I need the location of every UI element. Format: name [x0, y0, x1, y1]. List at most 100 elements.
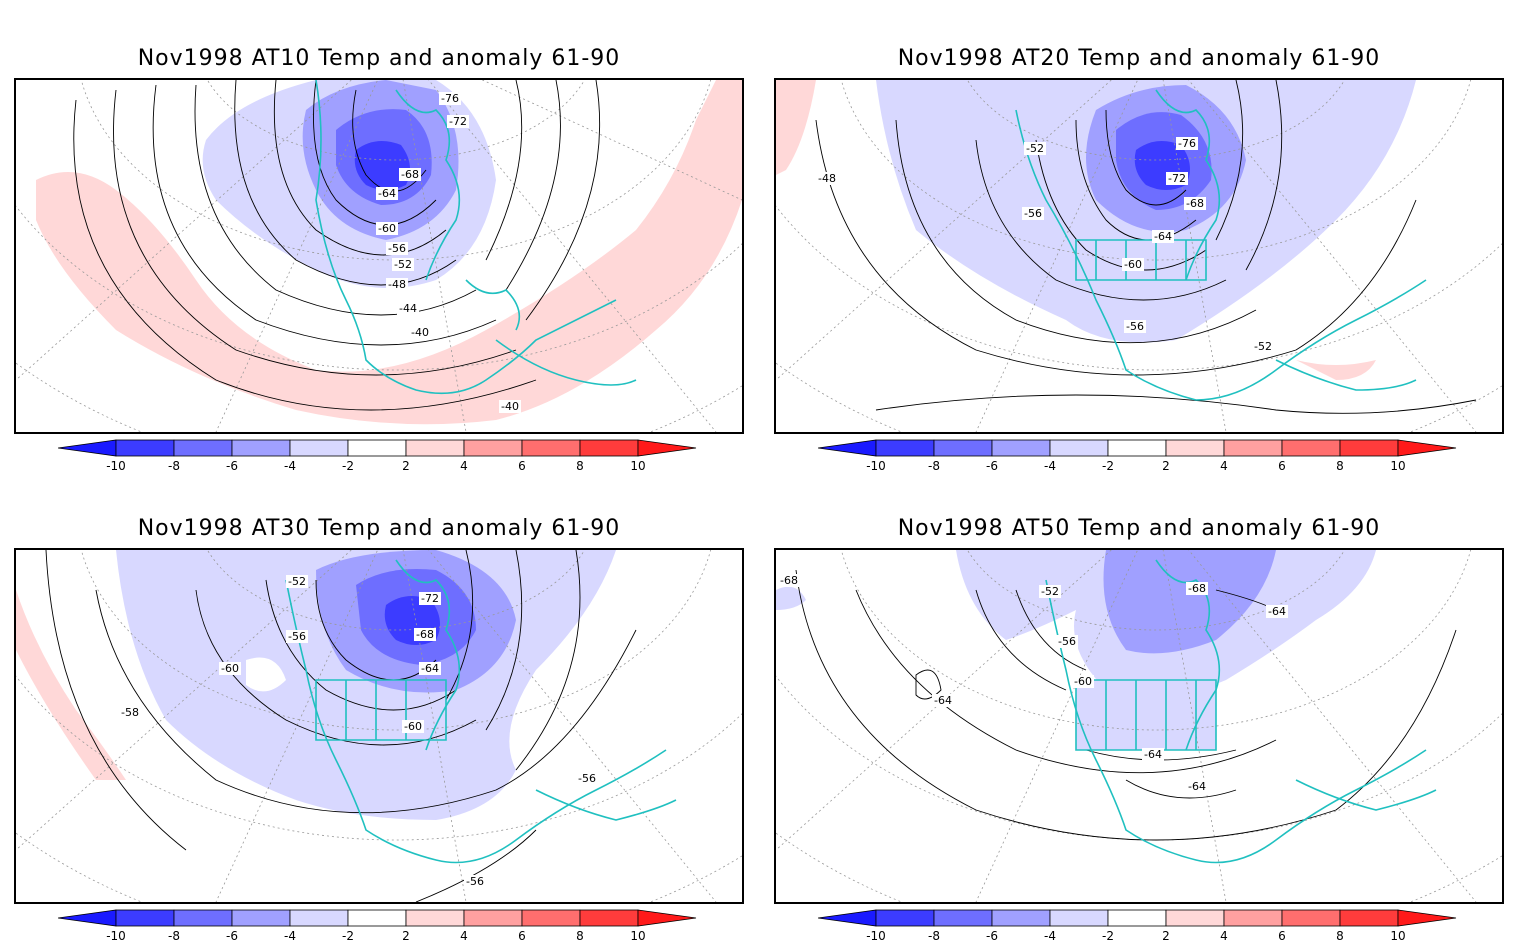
colorbar-tick-label: -2 [1102, 929, 1114, 943]
contour-label-text: -68 [416, 628, 434, 641]
map-plot: -76 -72 -68 -64 -60 -56 -52 -48 -44 -40 … [16, 80, 742, 432]
colorbar-segment [933, 439, 993, 457]
colorbar-tick-label: -8 [168, 459, 180, 473]
colorbar-segment [1397, 909, 1457, 927]
colorbar-tick-label: 10 [630, 459, 645, 473]
contour-label: -56 [386, 242, 408, 255]
contour-label: -44 [397, 302, 419, 315]
colorbar-segment [347, 439, 407, 457]
contour-label-text: -68 [1188, 582, 1206, 595]
contour-label-text: -56 [578, 772, 596, 785]
colorbar-segment [1339, 909, 1399, 927]
contour-label-group: -52 -68 -64 -56 -60 -64 -64 -64 -68 [778, 574, 1288, 793]
contour-label: -68 [1184, 197, 1206, 210]
colorbar-tick-label: -6 [986, 929, 998, 943]
colorbar-segment [579, 439, 639, 457]
colorbar-tick-label: -2 [342, 459, 354, 473]
contour-label: -48 [386, 278, 408, 291]
contour-label-text: -52 [288, 575, 306, 588]
contour-label: -56 [1124, 320, 1146, 333]
contour-label-text: -64 [1268, 605, 1286, 618]
contour-label-text: -56 [1126, 320, 1144, 333]
graticule [16, 550, 742, 902]
colorbar-svg: -10 -8 -6 -4 -2 2 4 6 8 10 [58, 439, 697, 473]
contour-label-text: -76 [1178, 137, 1196, 150]
colorbar-tick-label: -4 [284, 459, 296, 473]
contour-label-text: -56 [1058, 635, 1076, 648]
colorbar-segment [1165, 439, 1225, 457]
colorbar-tick-label: 6 [518, 929, 526, 943]
colorbar-segment [875, 909, 935, 927]
contour-label: -64 [1186, 780, 1208, 793]
map-plot: -52 -56 -60 -72 -68 -64 -58 -60 -56 -56 [16, 550, 742, 902]
colorbar-tick-label: -10 [866, 929, 886, 943]
contour-label: -64 [1266, 605, 1288, 618]
colorbar-segment [991, 439, 1051, 457]
colorbar-tick-label: 10 [1390, 459, 1405, 473]
us-anomaly [1076, 680, 1216, 750]
colorbar-segment [521, 439, 581, 457]
contour-label: -76 [1176, 137, 1198, 150]
colorbar-tick-label: 4 [460, 459, 468, 473]
colorbar-tick-label: 8 [576, 929, 584, 943]
contour-label-text: -60 [1124, 258, 1142, 271]
colorbar-segment [405, 909, 465, 927]
colorbar-tick-label: -6 [226, 459, 238, 473]
contour-label-text: -60 [378, 222, 396, 235]
colorbar: -10 -8 -6 -4 -2 2 4 6 8 10 [58, 438, 698, 478]
colorbar-segment [1107, 909, 1167, 927]
map-plot: -52 -68 -64 -56 -60 -64 -64 -64 -68 [776, 550, 1502, 902]
contour-label-text: -64 [934, 694, 952, 707]
contour-label: -52 [1024, 142, 1046, 155]
contour-label-text: -72 [421, 592, 439, 605]
colorbar-tick-label: 2 [402, 459, 410, 473]
contour-label: -56 [464, 875, 486, 888]
colorbar-segment [1339, 439, 1399, 457]
contour-lines [73, 80, 601, 411]
positive-anomaly-region [36, 80, 742, 425]
contour-label-text: -48 [818, 172, 836, 185]
panel-title: Nov1998 AT10 Temp and anomaly 61-90 [137, 46, 621, 71]
colorbar-segment [1107, 439, 1167, 457]
contour-label: -64 [376, 187, 398, 200]
contour-label: -68 [414, 628, 436, 641]
colorbar-segment [1281, 909, 1341, 927]
panel-title: Nov1998 AT50 Temp and anomaly 61-90 [897, 516, 1381, 541]
colorbar-segment [1397, 439, 1457, 457]
contour-label-group: -76 -72 -68 -64 -60 -56 -52 -48 -44 -40 … [376, 92, 521, 413]
colorbar-tick-label: -2 [342, 929, 354, 943]
colorbar-tick-label: 8 [1336, 929, 1344, 943]
panel-title: Nov1998 AT20 Temp and anomaly 61-90 [897, 46, 1381, 71]
positive-anomaly-region [16, 590, 126, 780]
contour-label-group: -52 -48 -56 -76 -72 -68 -64 -60 -56 -52 [816, 137, 1274, 353]
colorbar-segment [1281, 439, 1341, 457]
colorbar-segment [818, 439, 877, 457]
colorbar-tick-label: -4 [1044, 929, 1056, 943]
contour-label-group: -52 -56 -60 -72 -68 -64 -58 -60 -56 -56 [119, 575, 598, 888]
colorbar-svg: -10 -8 -6 -4 -2 2 4 6 8 10 [818, 909, 1457, 943]
contour-label-text: -44 [399, 302, 417, 315]
contour-label-text: -72 [449, 115, 467, 128]
contour-label-text: -64 [1188, 780, 1206, 793]
colorbar-segment [1165, 909, 1225, 927]
contour-label-text: -68 [780, 574, 798, 587]
colorbar-tick-label: -8 [928, 929, 940, 943]
colorbar-tick-label: -8 [168, 929, 180, 943]
contour-lines [45, 550, 637, 902]
contour-label: -40 [409, 326, 431, 339]
colorbar-segment [463, 909, 523, 927]
contour-label-text: -40 [411, 326, 429, 339]
contour-lines [795, 569, 1457, 841]
colorbar-tick-label: -10 [866, 459, 886, 473]
colorbar-tick-label: 2 [1162, 459, 1170, 473]
contour-label: -60 [1072, 675, 1094, 688]
panel-title: Nov1998 AT30 Temp and anomaly 61-90 [137, 516, 621, 541]
colorbar-tick-label: 4 [1220, 929, 1228, 943]
colorbar-tick-label: -4 [284, 929, 296, 943]
contour-label: -48 [816, 172, 838, 185]
colorbar-segment [58, 909, 117, 927]
contour-label-text: -68 [1186, 197, 1204, 210]
colorbar-segment [115, 909, 175, 927]
colorbar-segment [347, 909, 407, 927]
contour-label-text: -52 [1041, 585, 1059, 598]
